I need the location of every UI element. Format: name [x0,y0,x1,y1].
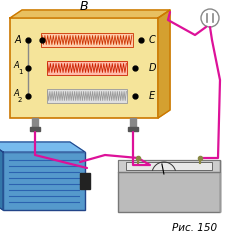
Bar [118,172,220,212]
Polygon shape [0,142,3,210]
Bar [3,152,85,210]
Text: C: C [149,35,155,45]
Polygon shape [0,142,85,152]
Polygon shape [10,10,170,18]
Text: E: E [149,91,155,101]
Bar [130,118,136,128]
Polygon shape [158,10,170,118]
Text: 2: 2 [18,97,22,103]
Bar [126,162,212,170]
Bar [128,127,138,131]
Polygon shape [118,160,220,172]
Text: A: A [13,90,19,98]
Bar [80,173,90,189]
Text: A: A [13,62,19,70]
Bar [47,89,127,103]
Text: 1: 1 [18,69,22,75]
Text: B: B [80,0,88,12]
Bar [41,33,133,47]
Bar [47,61,127,75]
Bar [10,18,158,118]
Text: Рис. 150: Рис. 150 [172,223,217,233]
Text: D: D [148,63,156,73]
Text: A: A [15,35,21,45]
Bar [30,127,40,131]
Bar [32,118,38,128]
